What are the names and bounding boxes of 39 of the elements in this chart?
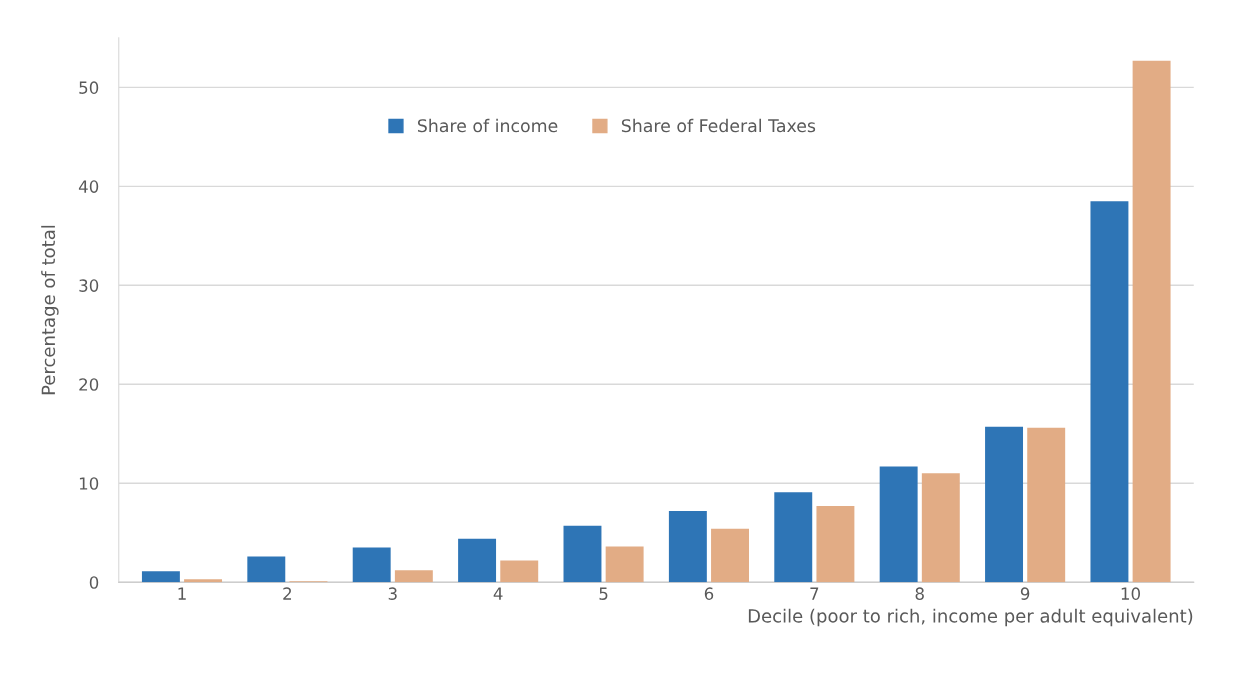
- y-tick-label: 0: [89, 576, 99, 589]
- bar: [921, 473, 960, 583]
- y-tick-label: 20: [79, 378, 99, 391]
- x-tick-label: 5: [599, 587, 608, 600]
- bar: [352, 547, 391, 583]
- bar: [394, 570, 433, 583]
- y-tick-label: 30: [79, 279, 99, 292]
- x-tick-label: 9: [1020, 587, 1030, 600]
- legend-label: Share of income: [417, 118, 558, 133]
- bar: [458, 538, 497, 583]
- bar: [1090, 201, 1129, 583]
- bar: [1132, 60, 1171, 583]
- y-axis-title: Percentage of total: [41, 225, 59, 395]
- bar: [141, 571, 180, 583]
- x-tick-label: 10: [1121, 587, 1141, 600]
- bar: [774, 492, 813, 583]
- bar: [816, 506, 855, 583]
- bar: [985, 426, 1024, 583]
- bar: [247, 556, 286, 583]
- x-tick-label: 8: [915, 587, 924, 600]
- bar: [668, 510, 707, 583]
- bar: [500, 560, 539, 583]
- x-tick-label: 1: [178, 587, 186, 600]
- x-tick-label: 6: [704, 587, 714, 600]
- bar: [711, 528, 749, 583]
- x-axis-title: Decile (poor to rich, income per adult equivalent): [748, 608, 1193, 627]
- y-tick-label: 10: [79, 477, 99, 490]
- x-tick-label: 7: [810, 587, 819, 600]
- bar: [184, 579, 223, 583]
- bar: [1027, 427, 1066, 583]
- legend-label: Share of Federal Taxes: [621, 118, 816, 133]
- bar: [563, 525, 602, 583]
- x-tick-label: 4: [493, 587, 503, 600]
- bar: [879, 466, 918, 583]
- y-tick-label: 50: [79, 81, 99, 94]
- x-tick-label: 3: [388, 587, 397, 600]
- y-tick-label: 40: [78, 180, 99, 193]
- x-tick-label: 2: [283, 587, 292, 600]
- bar: [605, 546, 644, 583]
